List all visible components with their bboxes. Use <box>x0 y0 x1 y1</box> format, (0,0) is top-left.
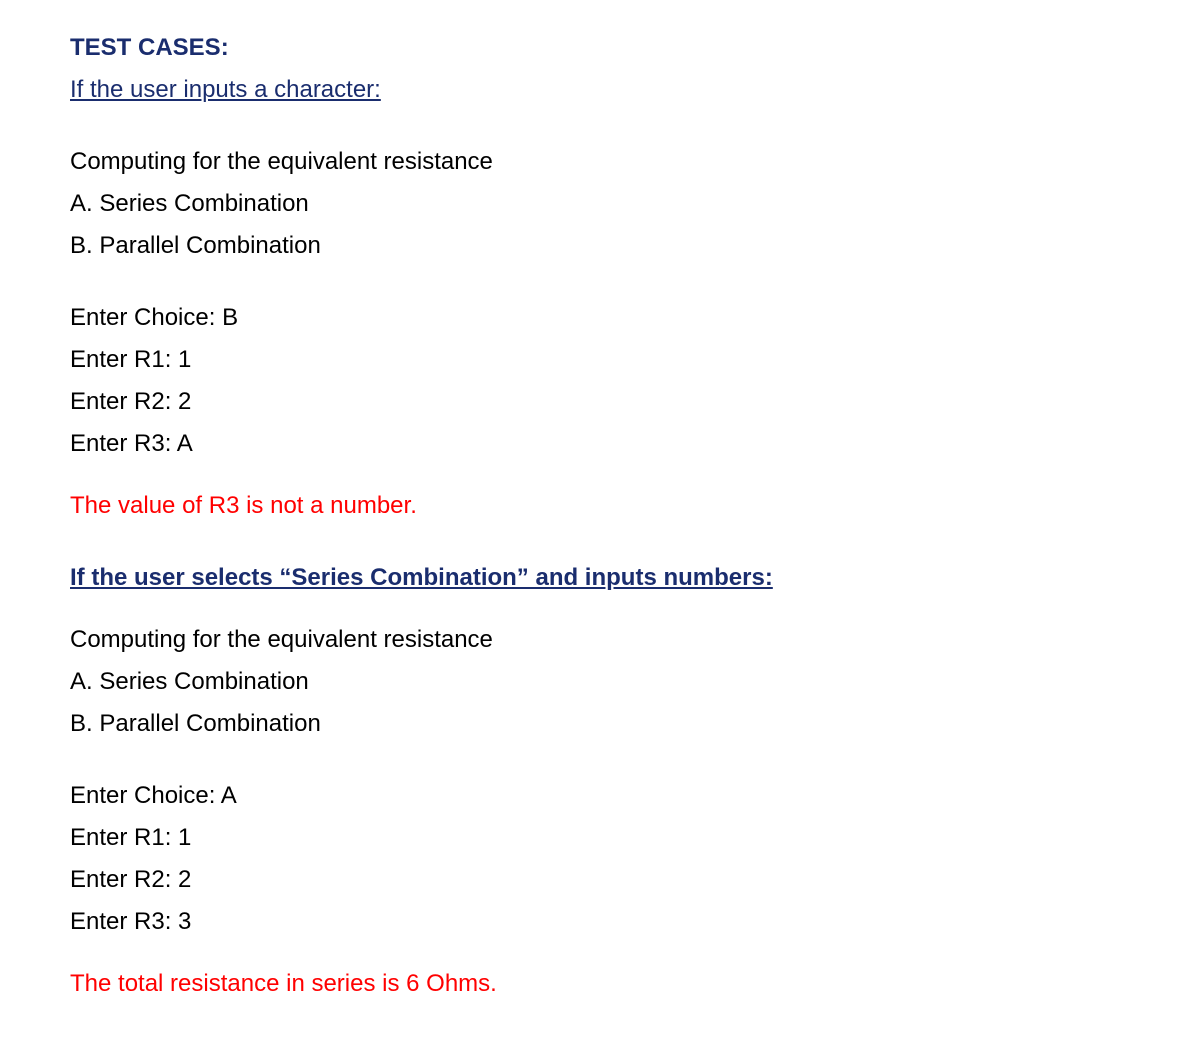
case1-r2: Enter R2: 2 <box>70 384 1130 420</box>
case1-r3: Enter R3: A <box>70 426 1130 462</box>
case1-r1: Enter R1: 1 <box>70 342 1130 378</box>
case2-option-a: A. Series Combination <box>70 664 1130 700</box>
case2-subtitle: If the user selects “Series Combination”… <box>70 560 1130 596</box>
case2-result: The total resistance in series is 6 Ohms… <box>70 966 1130 1002</box>
case1-option-a: A. Series Combination <box>70 186 1130 222</box>
case2-r3: Enter R3: 3 <box>70 904 1130 940</box>
case2-option-b: B. Parallel Combination <box>70 706 1130 742</box>
case1-subtitle: If the user inputs a character: <box>70 72 1130 108</box>
section-title: TEST CASES: <box>70 30 1130 66</box>
case1-option-b: B. Parallel Combination <box>70 228 1130 264</box>
case2-compute-line: Computing for the equivalent resistance <box>70 622 1130 658</box>
case2-choice: Enter Choice: A <box>70 778 1130 814</box>
case1-compute-line: Computing for the equivalent resistance <box>70 144 1130 180</box>
case1-choice: Enter Choice: B <box>70 300 1130 336</box>
case2-r2: Enter R2: 2 <box>70 862 1130 898</box>
case1-result: The value of R3 is not a number. <box>70 488 1130 524</box>
case2-r1: Enter R1: 1 <box>70 820 1130 856</box>
